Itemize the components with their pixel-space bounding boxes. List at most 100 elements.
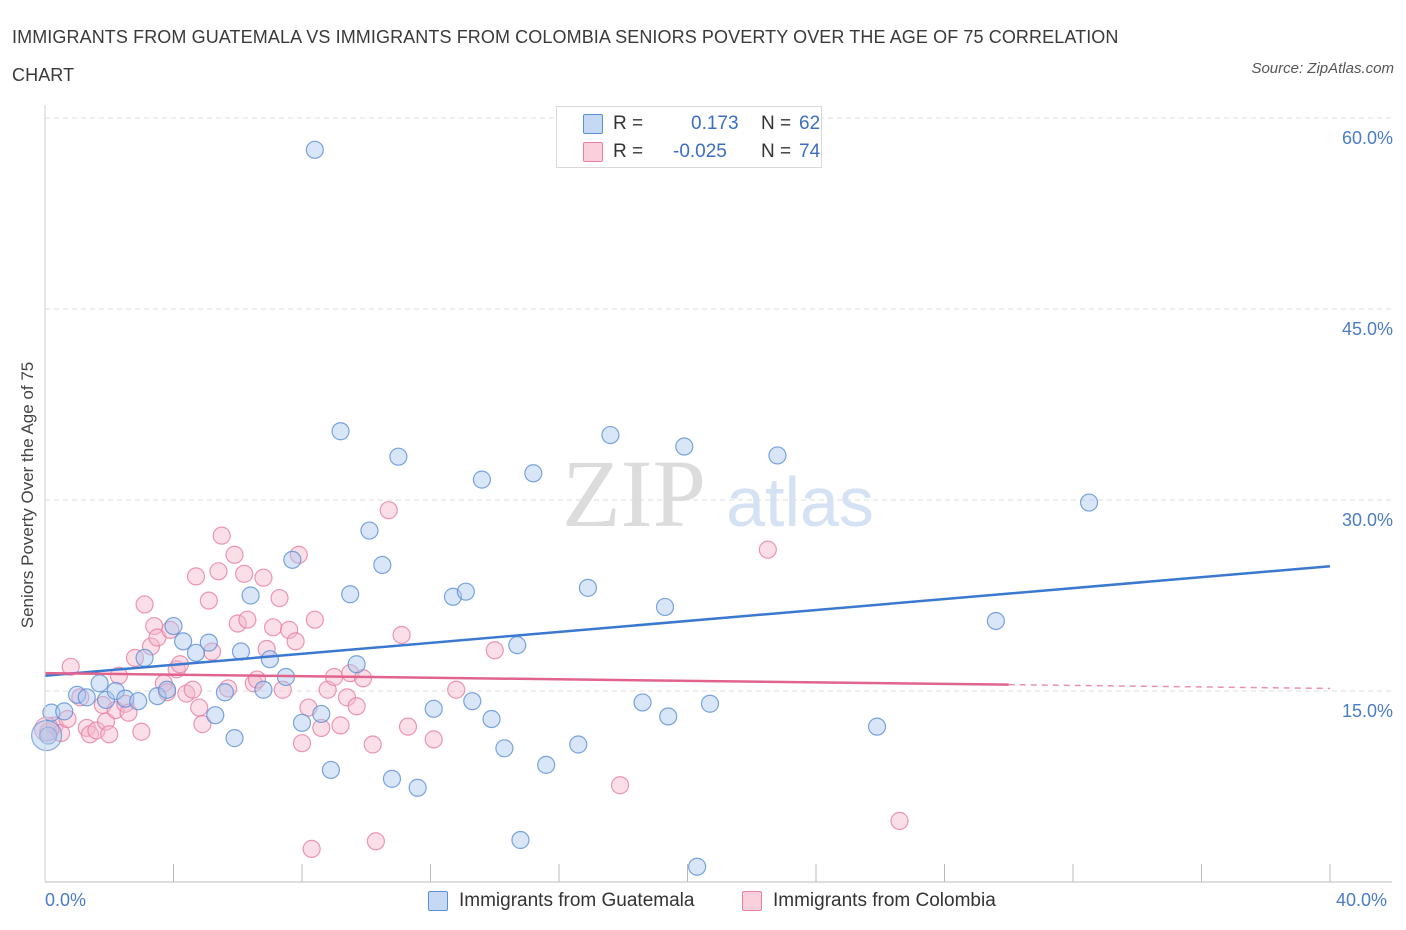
legend-r-value: -0.025 bbox=[673, 141, 727, 162]
trend-lines bbox=[44, 564, 1331, 690]
scatter-point bbox=[209, 562, 228, 581]
scatter-point bbox=[55, 702, 74, 721]
bottom-legend-label-guatemala: Immigrants from Guatemala bbox=[459, 890, 695, 911]
legend-n-label: N = bbox=[761, 141, 792, 162]
scatter-point bbox=[331, 422, 350, 441]
scatter-point bbox=[389, 447, 408, 466]
scatter-point bbox=[655, 597, 675, 617]
bottom-legend-guatemala: Immigrants from Guatemala bbox=[428, 888, 718, 914]
scatter-point bbox=[190, 698, 209, 717]
scatter-point bbox=[341, 585, 360, 604]
scatter-point bbox=[601, 425, 620, 445]
scatter-point bbox=[241, 586, 260, 605]
scatter-point bbox=[292, 713, 312, 732]
scatter-point bbox=[495, 739, 514, 758]
scatter-point bbox=[212, 526, 231, 545]
trend-line-colombia-extension bbox=[1008, 683, 1331, 690]
y-tick-label: 30.0% bbox=[1342, 510, 1393, 530]
bottom-legend-label-colombia: Immigrants from Colombia bbox=[773, 890, 996, 911]
scatter-point bbox=[633, 693, 652, 712]
legend-r-value: 0.173 bbox=[691, 113, 739, 134]
scatter-point bbox=[363, 735, 382, 754]
watermark: ZIP atlas bbox=[562, 440, 874, 547]
scatter-point bbox=[456, 582, 475, 601]
x-tick-label-max: 40.0% bbox=[1336, 890, 1388, 910]
scatter-point bbox=[77, 688, 96, 707]
scatter-point bbox=[199, 633, 218, 652]
scatter-point bbox=[321, 760, 341, 780]
y-tick-label: 15.0% bbox=[1342, 701, 1393, 721]
scatter-point bbox=[312, 704, 331, 724]
y-tick-labels: 15.0% 30.0% 45.0% 60.0% bbox=[1342, 128, 1393, 721]
scatter-point bbox=[986, 611, 1006, 631]
scatter-point bbox=[183, 680, 202, 699]
scatter-point bbox=[482, 709, 501, 729]
scatter-point bbox=[135, 595, 154, 614]
scatter-point bbox=[263, 618, 283, 637]
legend-r-label: R = bbox=[613, 113, 644, 134]
scatter-point bbox=[511, 830, 530, 850]
scatter-point bbox=[254, 680, 273, 699]
scatter-point bbox=[39, 726, 58, 745]
scatter-point bbox=[148, 686, 167, 706]
scatter-point bbox=[302, 839, 321, 858]
scatter-point bbox=[225, 729, 244, 748]
scatter-point bbox=[193, 715, 212, 734]
legend-r-label: R = bbox=[613, 141, 644, 162]
scatter-point bbox=[379, 501, 398, 520]
scatter-point bbox=[235, 564, 254, 583]
scatter-point bbox=[472, 470, 491, 489]
scatter-point bbox=[485, 641, 504, 660]
legend-n-value: 74 bbox=[799, 141, 821, 162]
scatter-point bbox=[61, 657, 80, 676]
scatter-point bbox=[254, 568, 273, 587]
scatter-point bbox=[280, 620, 299, 639]
scatter-point bbox=[186, 643, 206, 662]
legend-swatch-guatemala bbox=[583, 114, 603, 134]
scatter-point bbox=[688, 857, 707, 876]
scatter-point bbox=[125, 648, 145, 667]
scatter-point bbox=[260, 650, 279, 669]
scatter-point bbox=[758, 540, 777, 559]
scatter-point bbox=[1079, 493, 1099, 512]
y-tick-label: 60.0% bbox=[1342, 128, 1393, 148]
scatter-point bbox=[129, 692, 148, 711]
scatter-point bbox=[100, 725, 119, 744]
scatter-point bbox=[312, 718, 331, 738]
scatter-point bbox=[524, 464, 543, 483]
scatter-point bbox=[347, 697, 366, 716]
scatter-point bbox=[578, 578, 598, 597]
scatter-point bbox=[331, 716, 350, 735]
scatter-point bbox=[305, 140, 324, 159]
scatter-point bbox=[109, 666, 128, 685]
scatter-point bbox=[463, 692, 482, 711]
y-tick-label: 45.0% bbox=[1342, 319, 1393, 339]
scatter-point bbox=[186, 567, 206, 586]
scatter-point bbox=[141, 637, 161, 656]
scatter-point bbox=[675, 437, 694, 456]
scatter-point bbox=[228, 614, 247, 633]
scatter-point bbox=[238, 610, 257, 629]
scatter-point bbox=[373, 555, 392, 575]
scatter-point bbox=[447, 680, 466, 699]
bottom-legend-swatch-guatemala bbox=[428, 891, 448, 911]
scatter-point bbox=[610, 776, 630, 795]
scatter-point bbox=[408, 778, 427, 797]
scatter-point bbox=[225, 545, 244, 564]
scatter-point bbox=[106, 681, 125, 701]
scatter-point bbox=[366, 832, 385, 851]
scatter-point bbox=[867, 717, 887, 736]
scatter-point bbox=[31, 719, 63, 752]
trend-line-guatemala bbox=[44, 564, 1331, 677]
axes bbox=[44, 105, 1392, 883]
legend-swatch-colombia bbox=[583, 142, 603, 162]
scatter-point bbox=[424, 730, 443, 749]
series-guatemala-points bbox=[31, 140, 1099, 876]
bottom-legend-swatch-colombia bbox=[742, 891, 762, 911]
scatter-point bbox=[174, 632, 193, 651]
scatter-point bbox=[537, 755, 556, 774]
correlation-legend: R = 0.173 N = 62 R = -0.025 N = 74 bbox=[556, 106, 822, 168]
scatter-point bbox=[135, 648, 154, 667]
scatter-point bbox=[199, 591, 218, 610]
